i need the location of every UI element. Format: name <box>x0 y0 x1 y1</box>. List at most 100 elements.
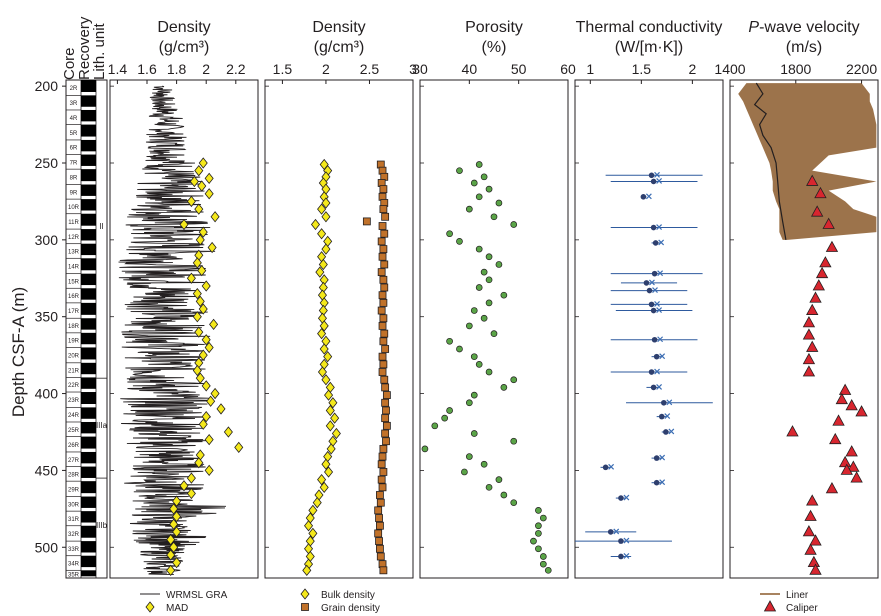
grain-density-point <box>381 429 390 438</box>
legend-swatch <box>301 603 309 611</box>
grain-density-point <box>381 398 390 407</box>
core-label: 31R <box>68 517 80 523</box>
grain-density-point <box>375 514 383 522</box>
porosity-point <box>475 361 483 368</box>
porosity-point <box>441 414 449 422</box>
bulk-density-point <box>323 351 333 363</box>
grain-density-point <box>379 245 388 253</box>
caliper-point <box>804 509 817 521</box>
caliper-point <box>838 383 852 395</box>
core-label: 6R <box>70 146 78 152</box>
porosity-point <box>465 453 473 460</box>
conductivity-point <box>653 479 660 486</box>
recovery-bar <box>81 541 96 553</box>
legend-swatch <box>145 601 155 613</box>
panel-unit: (g/cm³) <box>159 39 210 56</box>
legend-label: Grain density <box>321 603 380 614</box>
caliper-point <box>806 174 819 186</box>
conductivity-point <box>648 172 655 179</box>
conductivity-point <box>658 413 665 420</box>
mad-point <box>166 564 176 576</box>
grain-density-point <box>382 391 391 399</box>
caliper-point <box>802 316 816 328</box>
core-label: 25R <box>68 428 80 434</box>
bulk-density-point <box>331 427 341 440</box>
recovery-bar <box>81 392 96 405</box>
x-tick-label: 50 <box>511 61 527 77</box>
mad-point <box>210 211 220 223</box>
core-label: 16R <box>68 294 80 300</box>
x-tick-label: 1 <box>586 61 594 77</box>
caliper-point <box>845 399 858 411</box>
porosity-point <box>431 422 439 430</box>
conductivity-cross <box>649 279 655 286</box>
mad-point <box>209 318 219 331</box>
core-label: 14R <box>68 264 80 270</box>
core-label: 22R <box>68 383 80 389</box>
bulk-density-point <box>317 366 327 378</box>
conductivity-point <box>618 495 624 501</box>
recovery-bar <box>81 525 96 538</box>
recovery-bar <box>81 421 96 434</box>
mad-point <box>172 556 182 569</box>
porosity-point <box>465 322 473 330</box>
bulk-density-point <box>315 266 325 278</box>
bulk-density-point <box>310 218 321 231</box>
conductivity-point <box>650 384 657 391</box>
grain-density-point <box>377 306 386 315</box>
recovery-bar <box>81 109 96 122</box>
bulk-density-point <box>319 320 329 332</box>
porosity-point <box>446 337 453 345</box>
conductivity-point <box>607 529 614 535</box>
core-label: 28R <box>68 472 80 478</box>
grain-density-point <box>381 212 390 221</box>
mad-point <box>201 410 211 423</box>
porosity-point <box>456 345 463 353</box>
conductivity-point <box>650 178 657 185</box>
mad-point <box>186 472 196 484</box>
grain-density-point <box>380 229 389 238</box>
mad-point <box>195 372 205 384</box>
conductivity-cross <box>654 368 660 375</box>
core-label: 5R <box>70 131 78 137</box>
mad-point <box>172 495 182 507</box>
caliper-point <box>825 482 839 494</box>
depth-tick-label: 250 <box>35 155 59 171</box>
porosity-point <box>535 507 542 514</box>
mad-point <box>204 172 214 185</box>
caliper-point <box>810 205 824 217</box>
grain-density-point <box>380 260 389 269</box>
recovery-bar <box>81 466 96 478</box>
core-label: 30R <box>68 502 80 508</box>
panel-title: Density <box>157 19 210 36</box>
bulk-density-point <box>321 458 331 470</box>
caliper-point <box>838 455 852 468</box>
x-tick-label: 1.8 <box>167 61 187 77</box>
legend-swatch <box>300 588 310 600</box>
core-label: 19R <box>68 339 80 345</box>
grain-density-point <box>377 460 386 469</box>
porosity-point <box>544 566 552 574</box>
grain-density-point <box>380 375 389 384</box>
x-tick-label: 2.2 <box>226 61 246 77</box>
core-label: 26R <box>68 443 80 449</box>
porosity-point <box>475 193 483 201</box>
panel-frame <box>419 79 569 579</box>
caliper-point <box>807 555 821 568</box>
bulk-density-point <box>308 527 318 540</box>
mad-point <box>179 480 189 492</box>
grain-density-point <box>382 437 390 446</box>
recovery-bar <box>81 332 96 345</box>
bulk-density-point <box>324 389 334 401</box>
core-header: Core <box>61 47 78 80</box>
core-label: 20R <box>68 354 80 360</box>
grain-density-point <box>379 337 388 346</box>
porosity-point <box>485 276 493 284</box>
x-tick-label: 3 <box>409 61 417 77</box>
mad-point <box>194 203 204 215</box>
caliper-point <box>812 279 825 291</box>
grain-density-point <box>379 468 388 476</box>
bulk-density-point <box>308 504 318 517</box>
conductivity-cross <box>656 383 663 390</box>
recovery-bar <box>81 451 96 464</box>
